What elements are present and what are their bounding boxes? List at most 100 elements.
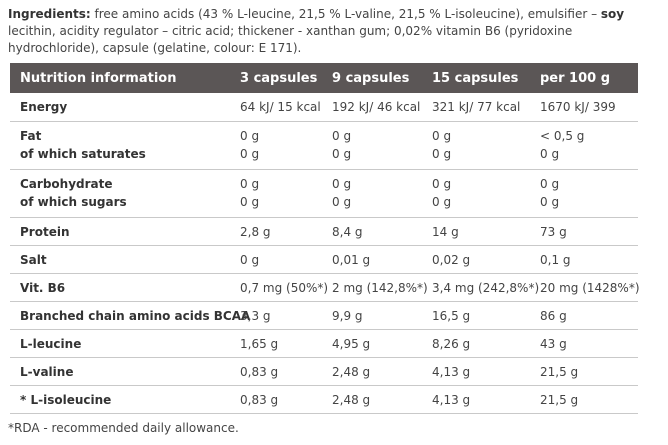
cell-value-line: 0,02 g xyxy=(432,252,471,267)
cell-value: 73 g xyxy=(530,217,638,246)
cell-value-line: 1670 kJ/ 399 xyxy=(540,100,616,114)
cell-value-line: 73 g xyxy=(540,224,567,239)
cell-value-line: 0 g xyxy=(540,146,560,161)
cell-value: 321 kJ/ 77 kcal xyxy=(422,93,530,122)
cell-value-line: 8,4 g xyxy=(332,224,363,239)
row-label: Carbohydrate of which sugars xyxy=(10,169,230,218)
row-label-line: of which saturates xyxy=(20,146,146,161)
cell-value-line: 16,5 g xyxy=(432,308,471,323)
table-row: * L-isoleucine 0,83 g 2,48 g 4,13 g 21,5 g xyxy=(10,385,638,414)
cell-value-line: 4,13 g xyxy=(432,364,471,379)
cell-value-line: 4,13 g xyxy=(432,392,471,407)
cell-value-line: 0,83 g xyxy=(240,364,279,379)
cell-value-line: 14 g xyxy=(432,224,459,239)
cell-value: 1670 kJ/ 399 xyxy=(530,93,638,122)
cell-value: 20 mg (1428%*) xyxy=(530,273,640,302)
row-label: * L-isoleucine xyxy=(10,385,230,414)
cell-value: 16,5 g xyxy=(422,301,530,330)
cell-value: 192 kJ/ 46 kcal xyxy=(322,93,422,122)
cell-value: 8,4 g xyxy=(322,217,422,246)
row-label: Salt xyxy=(10,245,230,274)
row-label: Fat of which saturates xyxy=(10,121,230,170)
cell-value: 4,13 g xyxy=(422,357,530,386)
cell-value-line: 0 g xyxy=(240,128,260,143)
cell-value-line: 0 g xyxy=(332,146,352,161)
cell-value: 14 g xyxy=(422,217,530,246)
table-row: Salt 0 g 0,01 g 0,02 g 0,1 g xyxy=(10,245,638,274)
row-label: Energy xyxy=(10,93,230,122)
ingredients-soy: soy xyxy=(600,7,625,21)
header-nutrition-information: Nutrition information xyxy=(20,70,177,86)
row-label-line: Branched chain amino acids BCAA xyxy=(20,308,251,323)
cell-value: 2,8 g xyxy=(230,217,322,246)
row-label: Protein xyxy=(10,217,230,246)
cell-value: 0,1 g xyxy=(530,245,638,274)
cell-value: 0 g xyxy=(230,245,322,274)
cell-value: 4,13 g xyxy=(422,385,530,414)
cell-value-line: 3,3 g xyxy=(240,308,271,323)
header-15-capsules: 15 capsules xyxy=(432,70,519,86)
nutrition-table-header: Nutrition information 3 capsules 9 capsu… xyxy=(10,63,638,93)
cell-value: < 0,5 g 0 g xyxy=(530,121,638,170)
cell-value-line: 0 g xyxy=(540,176,560,191)
cell-value-line: 4,95 g xyxy=(332,336,371,351)
cell-value-line: 3,4 mg (242,8%*) xyxy=(432,280,540,295)
cell-value-line: 8,26 g xyxy=(432,336,471,351)
cell-value-line: 0 g xyxy=(432,194,452,209)
cell-value-line: 192 kJ/ 46 kcal xyxy=(332,100,421,114)
row-label-line: Carbohydrate xyxy=(20,176,113,191)
cell-value: 0,01 g xyxy=(322,245,422,274)
cell-value-line: 0 g xyxy=(432,176,452,191)
cell-value: 2,48 g xyxy=(322,385,422,414)
cell-value-line: 0,83 g xyxy=(240,392,279,407)
row-label: Branched chain amino acids BCAA xyxy=(10,301,251,330)
cell-value: 3,3 g xyxy=(230,301,322,330)
cell-value: 0,02 g xyxy=(422,245,530,274)
row-label-line: * L-isoleucine xyxy=(20,392,112,407)
cell-value-line: 0,01 g xyxy=(332,252,371,267)
cell-value: 0,83 g xyxy=(230,357,322,386)
ingredients-label: Ingredients: xyxy=(8,7,91,21)
cell-value: 2,48 g xyxy=(322,357,422,386)
cell-value-line: 0 g xyxy=(332,128,352,143)
cell-value: 0,83 g xyxy=(230,385,322,414)
row-label: L-leucine xyxy=(10,329,230,358)
cell-value: 21,5 g xyxy=(530,385,638,414)
row-label: L-valine xyxy=(10,357,230,386)
cell-value-line: 0,1 g xyxy=(540,252,571,267)
cell-value: 8,26 g xyxy=(422,329,530,358)
cell-value-line: 0 g xyxy=(240,252,260,267)
ingredients-part2: lecithin, acidity regulator – citric aci… xyxy=(8,24,573,55)
header-3-capsules: 3 capsules xyxy=(240,70,318,86)
table-row: L-valine 0,83 g 2,48 g 4,13 g 21,5 g xyxy=(10,357,638,386)
cell-value-line: 0 g xyxy=(540,194,560,209)
row-label-line: L-leucine xyxy=(20,336,82,351)
cell-value-line: 0 g xyxy=(240,176,260,191)
ingredients-text: Ingredients: free amino acids (43 % L-le… xyxy=(8,6,658,57)
row-label-line: L-valine xyxy=(20,364,74,379)
cell-value-line: 321 kJ/ 77 kcal xyxy=(432,100,521,114)
cell-value: 3,4 mg (242,8%*) xyxy=(422,273,540,302)
cell-value-line: 64 kJ/ 15 kcal xyxy=(240,100,321,114)
row-label-line: Energy xyxy=(20,100,68,114)
cell-value: 64 kJ/ 15 kcal xyxy=(230,93,322,122)
cell-value-line: 1,65 g xyxy=(240,336,279,351)
table-row: Protein 2,8 g 8,4 g 14 g 73 g xyxy=(10,217,638,246)
cell-value-line: 21,5 g xyxy=(540,364,579,379)
cell-value-line: 9,9 g xyxy=(332,308,363,323)
ingredients-part1: free amino acids (43 % L-leucine, 21,5 %… xyxy=(90,7,601,21)
table-row: Branched chain amino acids BCAA 3,3 g 9,9 … xyxy=(10,301,638,330)
cell-value-line: 0 g xyxy=(240,146,260,161)
cell-value-line: 0 g xyxy=(432,128,452,143)
cell-value-line: 2 mg (142,8%*) xyxy=(332,280,428,295)
header-per-100g: per 100 g xyxy=(540,70,611,86)
table-row: Energy 64 kJ/ 15 kcal 192 kJ/ 46 kcal 321 k… xyxy=(10,93,638,122)
cell-value: 2 mg (142,8%*) xyxy=(322,273,428,302)
